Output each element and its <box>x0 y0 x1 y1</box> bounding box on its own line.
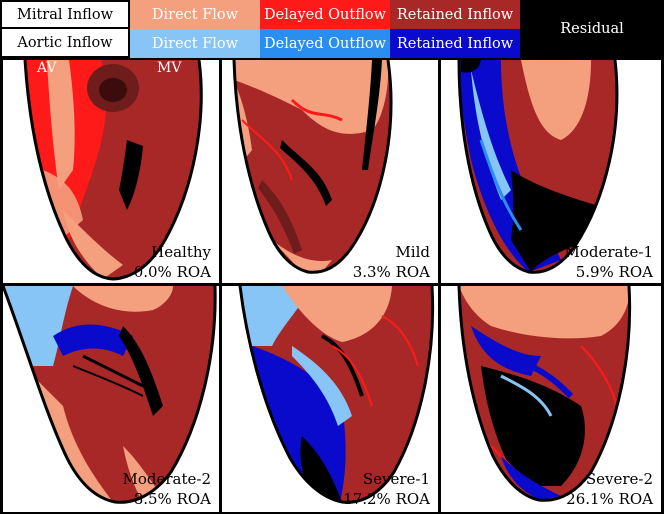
panel-severe-1: Severe-1 17.2% ROA <box>222 286 438 512</box>
panel-name: Severe-2 <box>585 470 653 488</box>
panel-name: Moderate-2 <box>122 470 212 488</box>
panel-name: Severe-1 <box>362 470 430 488</box>
panel-severe-2: Severe-2 26.1% ROA <box>441 286 661 512</box>
panel-moderate-2: Moderate-2 8.5% ROA <box>3 286 219 512</box>
ventricle-severe-1 <box>238 286 435 504</box>
ventricle-moderate-2 <box>3 286 217 504</box>
legend: Mitral Inflow Aortic Inflow Direct Flow … <box>0 0 664 58</box>
panel-name: Moderate-1 <box>564 243 654 261</box>
panel-healthy: AV MV Healthy 0.0% ROA <box>3 60 219 283</box>
panel-name: Mild <box>395 243 430 261</box>
panel-caption: Severe-1 17.2% ROA <box>343 469 430 509</box>
legend-mitral-delayed-outflow: Delayed Outflow <box>260 0 390 29</box>
legend-residual: Residual <box>520 0 664 58</box>
legend-aortic-retained-inflow: Retained Inflow <box>390 29 520 58</box>
panel-roa: 17.2% ROA <box>343 490 430 508</box>
legend-mitral-direct-flow: Direct Flow <box>130 0 260 29</box>
panel-roa: 26.1% ROA <box>566 490 653 508</box>
panel-caption: Moderate-1 5.9% ROA <box>565 242 654 282</box>
panel-caption: Moderate-2 8.5% ROA <box>123 469 212 509</box>
mv-label: MV <box>157 60 182 76</box>
panel-moderate-1: Moderate-1 5.9% ROA <box>441 60 661 283</box>
panel-roa: 0.0% ROA <box>133 263 211 281</box>
legend-mitral-retained-inflow: Retained Inflow <box>390 0 520 29</box>
panel-roa: 8.5% ROA <box>133 490 211 508</box>
ventricle-severe-2 <box>457 286 632 502</box>
ventricle-moderate-1 <box>457 60 619 274</box>
panel-caption: Mild 3.3% ROA <box>353 242 430 282</box>
ventricle-mild <box>232 60 393 274</box>
legend-aortic-delayed-outflow: Delayed Outflow <box>260 29 390 58</box>
panel-caption: Healthy 0.0% ROA <box>134 242 211 282</box>
panel-name: Healthy <box>151 243 211 261</box>
panel-mild: Mild 3.3% ROA <box>222 60 438 283</box>
av-label: AV <box>37 60 57 76</box>
legend-aortic-direct-flow: Direct Flow <box>130 29 260 58</box>
panel-roa: 5.9% ROA <box>575 263 653 281</box>
legend-mitral-inflow-label: Mitral Inflow <box>0 0 130 29</box>
ventricle-healthy <box>23 60 203 281</box>
ventricle-panel-grid: AV MV Healthy 0.0% ROA Mild <box>0 58 664 514</box>
legend-aortic-inflow-label: Aortic Inflow <box>0 29 130 58</box>
panel-roa: 3.3% ROA <box>352 263 430 281</box>
panel-caption: Severe-2 26.1% ROA <box>566 469 653 509</box>
